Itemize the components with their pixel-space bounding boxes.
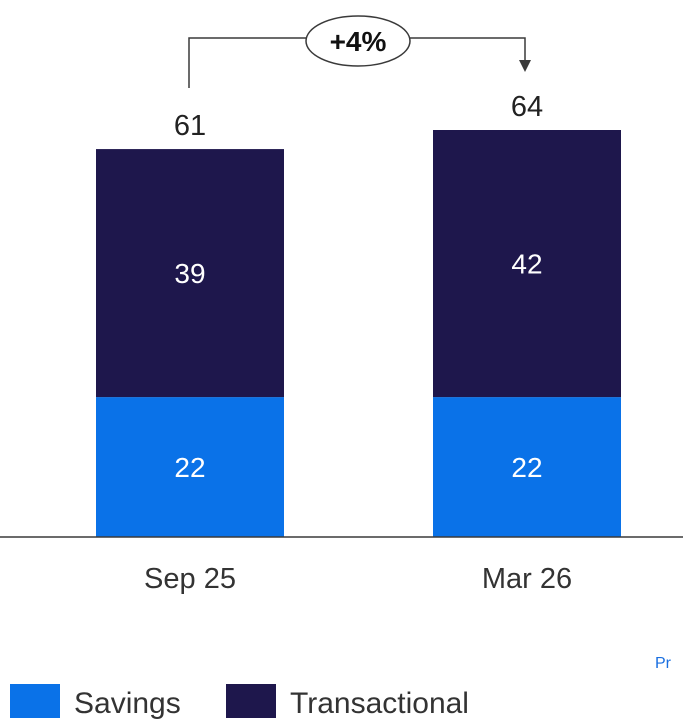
change-ellipse <box>305 15 411 67</box>
category-labels-group: Sep 25 Mar 26 <box>144 563 572 595</box>
footnote-text: Pr <box>655 655 672 672</box>
category-label-mar-26: Mar 26 <box>482 563 572 595</box>
category-label-sep-25: Sep 25 <box>144 563 236 595</box>
legend-swatch-savings <box>10 684 60 718</box>
bar-savings-mar-26 <box>433 397 621 537</box>
data-label-savings-mar-26: 22 <box>511 452 542 483</box>
change-arrowhead <box>519 60 531 72</box>
total-label-mar-26: 64 <box>511 91 543 123</box>
data-label-transactional-sep-25: 39 <box>174 258 205 289</box>
data-label-transactional-mar-26: 42 <box>511 249 542 280</box>
bar-savings-sep-25 <box>96 397 284 537</box>
bars-group <box>96 130 621 537</box>
change-annotation: +4% <box>188 15 531 88</box>
total-labels-group: 61 64 <box>174 91 543 142</box>
legend-label-transactional: Transactional <box>290 687 469 720</box>
bar-transactional-mar-26 <box>433 130 621 398</box>
legend: Savings Transactional <box>10 684 469 720</box>
data-label-savings-sep-25: 22 <box>174 452 205 483</box>
bar-transactional-sep-25 <box>96 149 284 398</box>
change-label: +4% <box>330 26 387 57</box>
legend-label-savings: Savings <box>74 687 181 720</box>
segment-labels-group: 22 39 22 42 <box>174 249 542 484</box>
total-label-sep-25: 61 <box>174 110 206 142</box>
legend-swatch-transactional <box>226 684 276 718</box>
